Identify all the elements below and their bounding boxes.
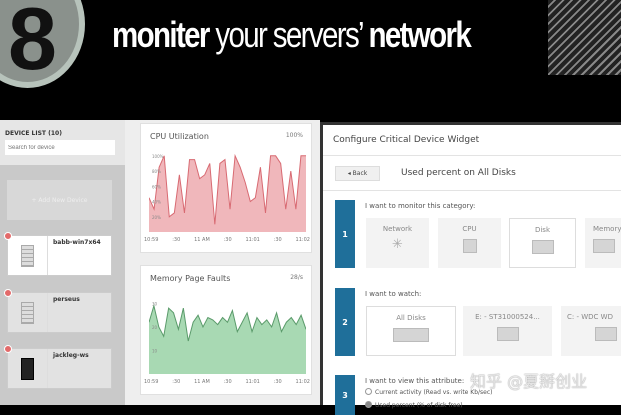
watch-disk-e[interactable]: E: - ST31000524... (463, 306, 552, 356)
y-tick-label: 60% (152, 184, 161, 189)
x-tick-label: :30 (172, 379, 181, 385)
memory-chart: 10 20 30 (149, 301, 306, 374)
disk-icon (496, 327, 519, 341)
option-current-activity[interactable]: Current activity (Read vs. write Kb/sec) (365, 388, 493, 396)
x-tick-label: 11 AM (194, 237, 210, 243)
category-cpu[interactable]: CPU (438, 218, 501, 268)
banner: 8 moniter your servers’ network (0, 0, 621, 120)
x-tick-label: 11 AM (194, 379, 210, 385)
category-network[interactable]: Network ✳ (366, 218, 429, 268)
tower-pc-icon (21, 358, 34, 380)
watch-disk-c[interactable]: C: - WDC WD (561, 306, 621, 356)
disks-icon (393, 328, 429, 342)
radio-icon (365, 388, 372, 395)
step-3-marker: 3 (335, 375, 355, 415)
device-card[interactable]: babb-win7x64 (4, 232, 112, 276)
y-tick-label: 20% (152, 215, 161, 220)
dialog-title: Configure Critical Device Widget (333, 135, 480, 145)
chart-title: Memory Page Faults (150, 274, 231, 283)
series-line (149, 153, 306, 225)
alert-badge (4, 289, 12, 297)
option-used-percent[interactable]: Used percent (% of disk free) (365, 401, 463, 409)
memory-chart-card: Memory Page Faults 28/s 10 20 30 10:59 :30 1… (140, 265, 312, 395)
headline: moniter your servers’ network (112, 14, 472, 55)
alert-badge (4, 232, 12, 240)
y-tick-label: 40% (152, 200, 161, 205)
number-circle (0, 0, 85, 88)
x-tick-label: :30 (172, 237, 181, 243)
network-icon: ✳ (392, 237, 403, 252)
step-1-question: I want to monitor this category: (365, 202, 476, 210)
disk-icon (595, 327, 617, 341)
stripes-decoration (548, 0, 621, 75)
device-list-panel: DEVICE LIST (10) + Add New Device babb-w… (0, 120, 125, 405)
y-tick-label: 10 (152, 348, 158, 353)
series-line (149, 303, 306, 342)
server-icon (21, 302, 34, 324)
x-tick-label: :30 (273, 237, 282, 243)
step-1-marker: 1 (335, 200, 355, 268)
watermark: 知乎 @夏掰创业 (470, 372, 588, 391)
y-tick-label: 30 (152, 301, 158, 306)
area-fill (149, 305, 306, 374)
x-tick-label: 11:01 (245, 379, 260, 385)
step-3-question: I want to view this attribute: (365, 377, 465, 385)
x-tick-label: 10:59 (144, 237, 159, 243)
area-fill (149, 155, 306, 232)
device-list-header: DEVICE LIST (10) (5, 130, 62, 137)
device-card[interactable]: perseus (4, 289, 112, 333)
alert-badge (4, 345, 12, 353)
search-input[interactable] (5, 140, 115, 155)
configure-widget-dialog: Configure Critical Device Widget ◂ Back … (320, 122, 621, 415)
dialog-subtitle: Used percent on All Disks (401, 168, 516, 178)
cpu-icon (462, 239, 477, 253)
server-icon (21, 245, 34, 267)
x-tick-label: :30 (223, 237, 232, 243)
y-tick-label: 20 (152, 325, 158, 330)
x-tick-label: :30 (273, 379, 282, 385)
chart-title: CPU Utilization (150, 132, 209, 141)
add-device-button[interactable]: + Add New Device (7, 180, 112, 220)
chart-value: 100% (285, 132, 303, 139)
cpu-chart: 20% 40% 60% 80% 100% (149, 153, 306, 232)
x-tick-label: 11:02 (295, 237, 310, 243)
step-number: 8 (8, 0, 57, 88)
selection-pointer (244, 250, 256, 262)
device-card[interactable]: jackleg-ws (4, 345, 112, 389)
x-tick-label: 10:59 (144, 379, 159, 385)
memory-icon (593, 239, 615, 253)
y-tick-label: 100% (152, 154, 164, 159)
charts-column: CPU Utilization 100% 20% 40% 60% 80% 100% 10… (125, 120, 320, 405)
x-tick-label: 11:01 (245, 237, 260, 243)
category-disk[interactable]: Disk (509, 218, 576, 268)
x-tick-label: :30 (223, 379, 232, 385)
disk-icon (531, 240, 554, 254)
x-tick-label: 11:02 (295, 379, 310, 385)
back-button[interactable]: ◂ Back (335, 166, 380, 181)
step-2-question: I want to watch: (365, 290, 422, 298)
y-tick-label: 80% (152, 169, 161, 174)
chart-value: 28/s (290, 274, 303, 281)
step-2-marker: 2 (335, 288, 355, 356)
cpu-chart-card: CPU Utilization 100% 20% 40% 60% 80% 100% 10… (140, 123, 312, 253)
watch-all-disks[interactable]: All Disks (366, 306, 456, 356)
category-memory[interactable]: Memory (585, 218, 621, 268)
